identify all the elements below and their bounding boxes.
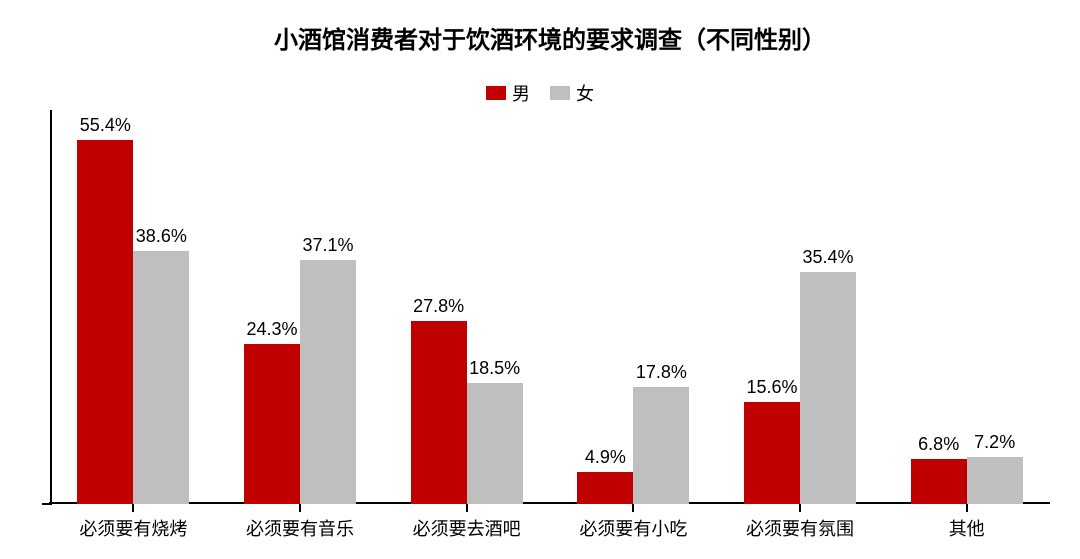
bar-value-label: 4.9% (585, 447, 626, 468)
x-axis-label: 其他 (883, 515, 1050, 541)
legend-swatch-female (550, 86, 570, 100)
bar-male (244, 344, 300, 504)
bar-wrapper-female: 35.4% (800, 110, 856, 504)
legend-item-female: 女 (550, 80, 594, 106)
bar-wrapper-male: 27.8% (411, 110, 467, 504)
x-axis-label: 必须要有氛围 (717, 515, 884, 541)
bar-wrapper-female: 18.5% (467, 110, 523, 504)
bar-female (133, 251, 189, 504)
bar-value-label: 18.5% (469, 358, 520, 379)
x-axis-label: 必须要去酒吧 (383, 515, 550, 541)
bar-female (967, 457, 1023, 504)
bar-wrapper-female: 38.6% (133, 110, 189, 504)
bar-male (77, 140, 133, 504)
bar-group: 4.9% 17.8% (550, 110, 717, 504)
x-axis-label: 必须要有音乐 (217, 515, 384, 541)
bar-value-label: 17.8% (636, 362, 687, 383)
x-axis-label: 必须要有烧烤 (50, 515, 217, 541)
bar-wrapper-female: 17.8% (633, 110, 689, 504)
legend-swatch-male (486, 86, 506, 100)
x-tick (799, 504, 801, 512)
bar-value-label: 15.6% (746, 377, 797, 398)
bar-value-label: 7.2% (974, 432, 1015, 453)
bar-group: 24.3% 37.1% (217, 110, 384, 504)
bar-group: 27.8% 18.5% (383, 110, 550, 504)
legend: 男 女 (486, 80, 594, 106)
bar-value-label: 37.1% (302, 235, 353, 256)
bar-wrapper-male: 4.9% (577, 110, 633, 504)
legend-item-male: 男 (486, 80, 530, 106)
bar-male (577, 472, 633, 504)
bar-female (300, 260, 356, 504)
bar-female (800, 272, 856, 504)
bar-value-label: 6.8% (918, 434, 959, 455)
bar-male (911, 459, 967, 504)
plot-area: 55.4% 38.6% 24.3% 37.1% 27.8% 18.5% 4.9% 17.8% 1… (50, 110, 1050, 504)
legend-label-male: 男 (512, 80, 530, 106)
x-tick (466, 504, 468, 512)
x-tick (299, 504, 301, 512)
x-axis-labels: 必须要有烧烤必须要有音乐必须要去酒吧必须要有小吃必须要有氛围其他 (50, 515, 1050, 541)
bar-female (467, 383, 523, 504)
bar-female (633, 387, 689, 504)
bar-wrapper-female: 7.2% (967, 110, 1023, 504)
bar-group: 6.8% 7.2% (883, 110, 1050, 504)
bar-groups: 55.4% 38.6% 24.3% 37.1% 27.8% 18.5% 4.9% 17.8% 1… (50, 110, 1050, 504)
bar-wrapper-male: 55.4% (77, 110, 133, 504)
legend-label-female: 女 (576, 80, 594, 106)
bar-value-label: 24.3% (246, 319, 297, 340)
bar-wrapper-male: 15.6% (744, 110, 800, 504)
x-tick (632, 504, 634, 512)
y-tick (42, 503, 50, 505)
x-axis-label: 必须要有小吃 (550, 515, 717, 541)
bar-value-label: 38.6% (136, 226, 187, 247)
bar-value-label: 35.4% (802, 247, 853, 268)
bar-value-label: 27.8% (413, 296, 464, 317)
bar-male (411, 321, 467, 504)
bar-wrapper-female: 37.1% (300, 110, 356, 504)
bar-male (744, 402, 800, 504)
bar-group: 55.4% 38.6% (50, 110, 217, 504)
bar-value-label: 55.4% (80, 115, 131, 136)
bar-wrapper-male: 24.3% (244, 110, 300, 504)
chart-container: 小酒馆消费者对于饮酒环境的要求调查（不同性别） 男 女 55.4% 38.6% 24… (0, 0, 1080, 559)
x-tick (132, 504, 134, 512)
x-tick (966, 504, 968, 512)
bar-group: 15.6% 35.4% (717, 110, 884, 504)
bar-wrapper-male: 6.8% (911, 110, 967, 504)
chart-title: 小酒馆消费者对于饮酒环境的要求调查（不同性别） (50, 20, 1050, 55)
